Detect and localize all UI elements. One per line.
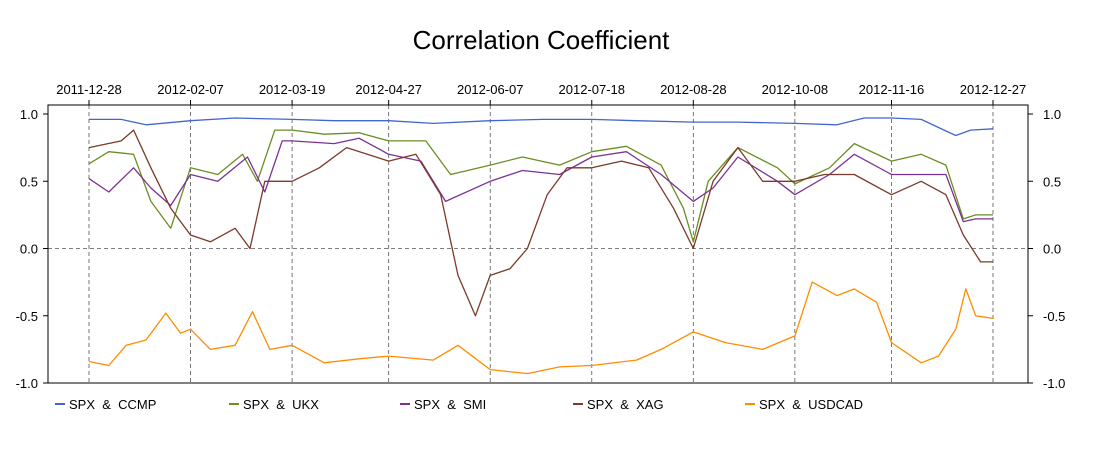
chart-title: Correlation Coefficient — [413, 25, 671, 55]
series-line-2 — [88, 129, 993, 243]
x-tick-label: 2012-12-27 — [960, 82, 1027, 97]
y-tick-label-right: -0.5 — [1043, 309, 1065, 324]
series-lines — [88, 117, 994, 375]
x-tick-label: 2012-07-18 — [559, 82, 626, 97]
series-line-1 — [89, 117, 994, 137]
legend: SPX & CCMP SPX & UKX SPX & SMI SPX & XAG SPX… — [55, 397, 863, 412]
x-tick-label: 2012-06-07 — [457, 82, 524, 97]
y-tick-label-right: -1.0 — [1043, 376, 1065, 391]
legend-label-4: SPX & XAG — [587, 397, 664, 412]
x-tick-label: 2012-08-28 — [660, 82, 727, 97]
legend-label-2: SPX & UKX — [243, 397, 319, 412]
y-tick-label-right: 1.0 — [1043, 107, 1061, 122]
y-tick-label-left: -0.5 — [16, 309, 38, 324]
series-line-3 — [88, 137, 993, 223]
x-tick-label: 2012-04-27 — [355, 82, 422, 97]
series-line-4 — [88, 129, 993, 317]
legend-label-3: SPX & SMI — [414, 397, 486, 412]
x-tick-label: 2012-10-08 — [762, 82, 829, 97]
axis-ticks: 2011-12-28 2012-02-07 2012-03-19 2012-04-27… — [16, 82, 1066, 391]
x-tick-label: 2011-12-28 — [56, 82, 122, 97]
x-tick-label: 2012-03-19 — [259, 82, 326, 97]
y-tick-label-left: 0.0 — [20, 242, 38, 257]
y-tick-label-left: 0.5 — [20, 174, 38, 189]
series-line-5 — [88, 281, 994, 375]
legend-label-5: SPX & USDCAD — [759, 397, 863, 412]
y-tick-label-right: 0.0 — [1043, 242, 1061, 257]
x-tick-label: 2012-02-07 — [157, 82, 224, 97]
y-tick-label-left: 1.0 — [20, 107, 38, 122]
plot-frame — [47, 104, 1029, 384]
y-tick-label-right: 0.5 — [1043, 174, 1061, 189]
grid-lines — [48, 105, 1028, 383]
y-tick-label-left: -1.0 — [16, 376, 38, 391]
x-tick-label: 2012-11-16 — [859, 82, 925, 97]
legend-label-1: SPX & CCMP — [69, 397, 156, 412]
